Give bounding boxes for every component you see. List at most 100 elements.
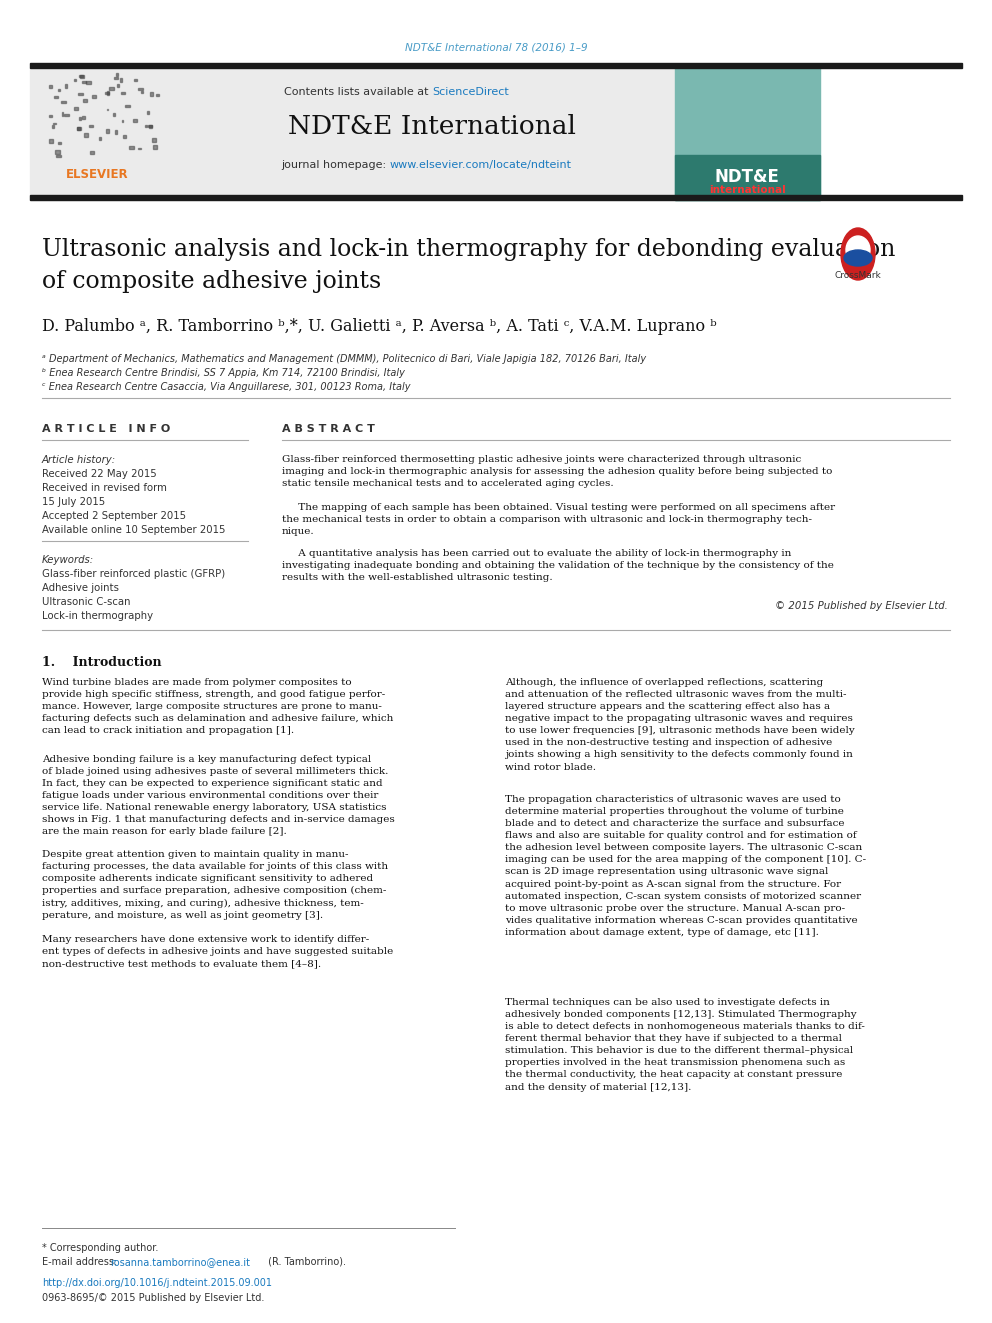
Bar: [116, 85, 119, 86]
Text: www.elsevier.com/locate/ndteint: www.elsevier.com/locate/ndteint: [390, 160, 572, 169]
Text: rosanna.tamborrino@enea.it: rosanna.tamborrino@enea.it: [110, 1257, 250, 1267]
Bar: [148, 111, 149, 114]
Text: ScienceDirect: ScienceDirect: [432, 87, 509, 97]
Bar: [62, 101, 66, 103]
Text: Glass-fiber reinforced plastic (GFRP): Glass-fiber reinforced plastic (GFRP): [42, 569, 225, 579]
Bar: [30, 64, 962, 67]
Text: ᵃ Department of Mechanics, Mathematics and Management (DMMM), Politecnico di Bar: ᵃ Department of Mechanics, Mathematics a…: [42, 355, 646, 364]
Bar: [125, 106, 130, 107]
Bar: [77, 93, 82, 95]
Bar: [82, 81, 86, 83]
Text: (R. Tamborrino).: (R. Tamborrino).: [265, 1257, 346, 1267]
Text: E-mail address:: E-mail address:: [42, 1257, 120, 1267]
Bar: [99, 138, 101, 140]
Text: A R T I C L E   I N F O: A R T I C L E I N F O: [42, 423, 171, 434]
Text: Wind turbine blades are made from polymer composites to
provide high specific st: Wind turbine blades are made from polyme…: [42, 677, 394, 736]
Bar: [58, 89, 60, 91]
Bar: [105, 91, 109, 94]
Bar: [121, 91, 125, 94]
Text: Despite great attention given to maintain quality in manu-
facturing processes, : Despite great attention given to maintai…: [42, 849, 388, 919]
Text: Ultrasonic analysis and lock-in thermography for debonding evaluation
of composi: Ultrasonic analysis and lock-in thermogr…: [42, 238, 896, 292]
Text: The mapping of each sample has been obtained. Visual testing were performed on a: The mapping of each sample has been obta…: [282, 503, 835, 536]
Bar: [148, 124, 152, 127]
Bar: [141, 91, 144, 93]
Text: CrossMark: CrossMark: [834, 271, 881, 280]
Bar: [77, 127, 81, 130]
Bar: [150, 93, 153, 95]
Bar: [73, 79, 76, 82]
Bar: [73, 107, 78, 110]
Bar: [120, 78, 122, 82]
Bar: [65, 85, 67, 87]
Text: Thermal techniques can be also used to investigate defects in
adhesively bonded : Thermal techniques can be also used to i…: [505, 998, 865, 1091]
Bar: [49, 139, 53, 143]
Bar: [115, 130, 117, 134]
Bar: [149, 126, 152, 127]
Bar: [30, 67, 195, 200]
Bar: [107, 91, 109, 95]
Text: Ultrasonic C-scan: Ultrasonic C-scan: [42, 597, 131, 607]
Bar: [52, 126, 55, 128]
Text: Received in revised form: Received in revised form: [42, 483, 167, 493]
Text: Received 22 May 2015: Received 22 May 2015: [42, 468, 157, 479]
Text: The propagation characteristics of ultrasonic waves are used to
determine materi: The propagation characteristics of ultra…: [505, 795, 866, 937]
Text: A quantitative analysis has been carried out to evaluate the ability of lock-in : A quantitative analysis has been carried…: [282, 549, 834, 582]
Bar: [153, 146, 157, 149]
Text: A B S T R A C T: A B S T R A C T: [282, 423, 375, 434]
Text: 15 July 2015: 15 July 2015: [42, 497, 105, 507]
Bar: [109, 87, 114, 90]
Ellipse shape: [846, 235, 870, 265]
Bar: [82, 99, 87, 102]
Bar: [82, 116, 85, 119]
Text: Adhesive bonding failure is a key manufacturing defect typical
of blade joined u: Adhesive bonding failure is a key manufa…: [42, 755, 395, 836]
Bar: [59, 143, 61, 144]
Bar: [79, 75, 83, 77]
Text: D. Palumbo ᵃ, R. Tamborrino ᵇ,*, U. Galietti ᵃ, P. Aversa ᵇ, A. Tati ᶜ, V.A.M. L: D. Palumbo ᵃ, R. Tamborrino ᵇ,*, U. Gali…: [42, 318, 716, 335]
Bar: [106, 108, 108, 111]
Bar: [57, 155, 61, 157]
Text: Keywords:: Keywords:: [42, 556, 94, 565]
Bar: [195, 67, 675, 200]
Bar: [156, 94, 159, 95]
Text: Lock-in thermography: Lock-in thermography: [42, 611, 153, 620]
Text: Article history:: Article history:: [42, 455, 116, 464]
Bar: [49, 115, 52, 118]
Bar: [53, 123, 57, 124]
Text: NDT&E: NDT&E: [714, 168, 780, 187]
Bar: [106, 130, 109, 134]
Bar: [129, 146, 134, 149]
Text: Many researchers have done extensive work to identify differ-
ent types of defec: Many researchers have done extensive wor…: [42, 935, 393, 968]
Bar: [64, 114, 69, 115]
Bar: [86, 81, 91, 85]
Bar: [56, 151, 61, 153]
Bar: [145, 126, 148, 127]
Text: ELSEVIER: ELSEVIER: [65, 168, 128, 181]
Bar: [90, 151, 94, 153]
Text: Available online 10 September 2015: Available online 10 September 2015: [42, 525, 225, 534]
Bar: [134, 79, 137, 81]
Text: NDT&E International 78 (2016) 1–9: NDT&E International 78 (2016) 1–9: [405, 44, 587, 53]
Ellipse shape: [841, 228, 875, 280]
Bar: [675, 67, 820, 200]
Bar: [62, 112, 63, 116]
Bar: [113, 112, 115, 116]
Bar: [89, 124, 93, 127]
Text: journal homepage:: journal homepage:: [282, 160, 390, 169]
Bar: [152, 139, 156, 142]
Bar: [49, 85, 52, 89]
Bar: [80, 75, 83, 78]
Bar: [114, 77, 118, 79]
Text: Adhesive joints: Adhesive joints: [42, 583, 119, 593]
Text: NDT&E International: NDT&E International: [288, 114, 576, 139]
Text: Although, the influence of overlapped reflections, scattering
and attenuation of: Although, the influence of overlapped re…: [505, 677, 855, 771]
Text: © 2015 Published by Elsevier Ltd.: © 2015 Published by Elsevier Ltd.: [775, 601, 948, 611]
Text: Contents lists available at: Contents lists available at: [284, 87, 432, 97]
Text: 1.    Introduction: 1. Introduction: [42, 656, 162, 669]
Bar: [122, 120, 123, 122]
Text: ᵇ Enea Research Centre Brindisi, SS 7 Appia, Km 714, 72100 Brindisi, Italy: ᵇ Enea Research Centre Brindisi, SS 7 Ap…: [42, 368, 405, 378]
Text: * Corresponding author.: * Corresponding author.: [42, 1244, 159, 1253]
Bar: [77, 127, 79, 130]
Text: Glass-fiber reinforced thermosetting plastic adhesive joints were characterized : Glass-fiber reinforced thermosetting pla…: [282, 455, 832, 488]
Bar: [84, 134, 88, 138]
Text: Accepted 2 September 2015: Accepted 2 September 2015: [42, 511, 186, 521]
